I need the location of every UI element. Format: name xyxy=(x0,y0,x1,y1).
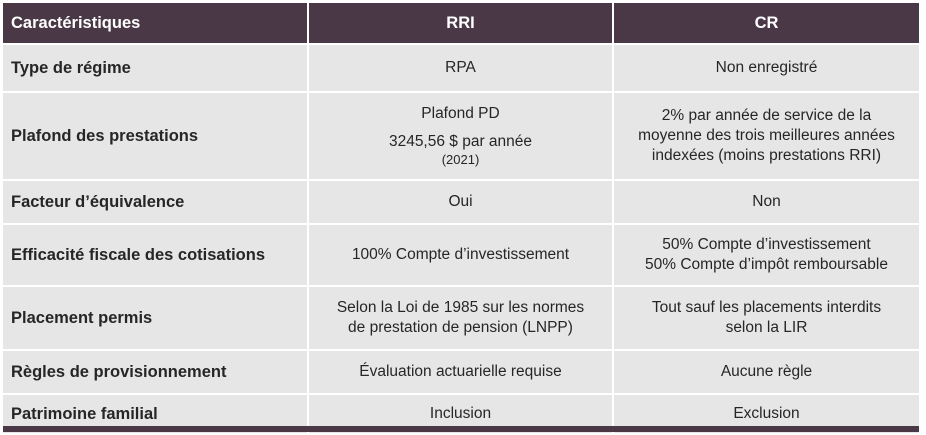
table-row: Règles de provisionnement Évaluation act… xyxy=(3,351,919,395)
rri-plafond-year: (2021) xyxy=(441,152,480,167)
rri-value: Inclusion xyxy=(309,395,614,433)
rri-value: Selon la Loi de 1985 sur les normes de p… xyxy=(309,287,614,349)
table-bottom-border xyxy=(3,426,919,432)
rri-plafond-amount: 3245,56 $ par année xyxy=(388,133,533,150)
table-row: Facteur d’équivalence Oui Non xyxy=(3,181,919,225)
row-label: Patrimoine familial xyxy=(3,395,309,433)
cr-value: Aucune règle xyxy=(720,363,813,380)
row-label: Règles de provisionnement xyxy=(3,351,309,393)
header-caracteristiques: Caractéristiques xyxy=(3,3,309,43)
cr-line-investissement: 50% Compte d’investissement xyxy=(662,236,871,253)
table-row: Efficacité fiscale des cotisations 100% … xyxy=(3,225,919,287)
row-label: Placement permis xyxy=(3,287,309,349)
rri-value: Évaluation actuarielle requise xyxy=(309,351,614,393)
cr-value: 2% par année de service de la moyenne de… xyxy=(638,107,895,164)
row-label: Plafond des prestations xyxy=(3,93,309,179)
rri-value: 100% Compte d’investissement xyxy=(309,225,614,285)
cr-value: Exclusion xyxy=(733,405,800,422)
table-header-row: Caractéristiques RRI CR xyxy=(3,3,919,45)
row-label: Facteur d’équivalence xyxy=(3,181,309,223)
table-row: Type de régime RPA Non enregistré xyxy=(3,45,919,93)
cr-line-impot: 50% Compte d’impôt remboursable xyxy=(645,256,888,273)
cr-value: Non enregistré xyxy=(715,59,818,76)
rri-value: RPA xyxy=(309,45,614,91)
header-rri: RRI xyxy=(309,3,614,43)
cr-value: Non xyxy=(752,193,781,210)
row-label: Efficacité fiscale des cotisations xyxy=(3,225,309,285)
comparison-table: Caractéristiques RRI CR Type de régime R… xyxy=(3,3,919,433)
row-label: Type de régime xyxy=(3,45,309,91)
rri-plafond-label: Plafond PD xyxy=(421,105,500,122)
header-cr: CR xyxy=(754,14,779,32)
rri-value: Plafond PD 3245,56 $ par année (2021) xyxy=(309,93,614,179)
table-row: Plafond des prestations Plafond PD 3245,… xyxy=(3,93,919,181)
table-row: Placement permis Selon la Loi de 1985 su… xyxy=(3,287,919,351)
rri-value: Oui xyxy=(309,181,614,223)
cr-value: Tout sauf les placements interdits selon… xyxy=(651,299,882,336)
cr-value: 50% Compte d’investissement 50% Compte d… xyxy=(614,225,919,285)
